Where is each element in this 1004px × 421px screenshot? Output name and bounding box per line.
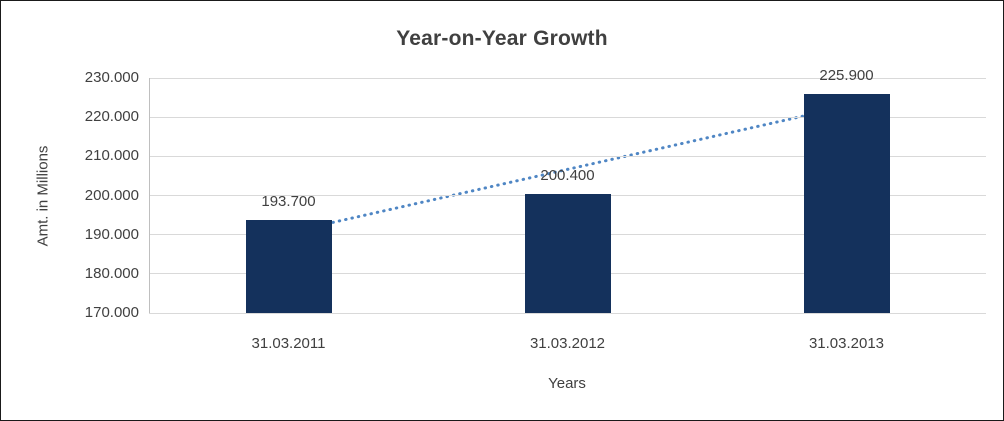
bar-value-label: 193.700 (261, 193, 316, 211)
x-tick-label: 31.03.2013 (808, 335, 885, 352)
bar (524, 193, 611, 313)
x-axis-title: Years (548, 375, 586, 392)
y-tick-label: 170.000 (84, 304, 139, 321)
y-tick-label: 200.000 (84, 186, 139, 204)
y-axis-line (149, 78, 150, 313)
bar (245, 220, 332, 313)
y-tick-label: 180.000 (84, 264, 139, 282)
gridline (149, 312, 986, 314)
y-tick-label: 190.000 (84, 225, 139, 243)
chart-title: Year-on-Year Growth (396, 27, 608, 50)
bar-value-label: 225.900 (819, 67, 874, 85)
x-tick-label: 31.03.2012 (529, 335, 606, 352)
gridline (149, 77, 986, 79)
bar (803, 94, 890, 313)
gridline (149, 116, 986, 118)
y-axis-title: Amt. in Millions (34, 145, 52, 247)
y-tick-label: 220.000 (84, 108, 139, 126)
bar-value-label: 200.400 (540, 166, 595, 184)
y-tick-label: 230.000 (84, 69, 139, 86)
y-tick-label: 210.000 (84, 147, 139, 165)
x-tick-label: 31.03.2011 (251, 335, 326, 352)
gridline (149, 155, 986, 157)
